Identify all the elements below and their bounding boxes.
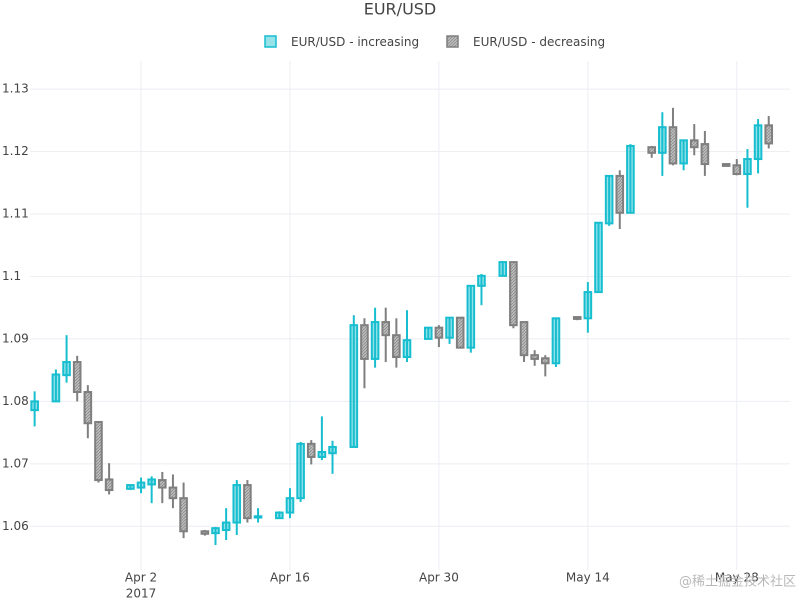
- candle-body: [30, 400, 39, 412]
- watermark: @稀土掘金技术社区: [679, 574, 796, 590]
- candle-body: [551, 317, 561, 365]
- candle-body: [679, 139, 688, 165]
- candle-body: [594, 221, 603, 294]
- candle-body: [583, 291, 593, 320]
- y-tick-label: 1.09: [2, 331, 29, 345]
- labels: 1.06 1.07 1.08 1.09 1.1 1.11 1.12 1.13 Apr 2 2017…: [2, 82, 759, 600]
- candle-body: [168, 486, 178, 500]
- candle-body: [509, 261, 518, 327]
- legend-swatch: [264, 35, 277, 48]
- candle-body: [541, 357, 550, 365]
- candle-body: [423, 326, 433, 340]
- candle-body: [328, 445, 337, 455]
- candle-body: [689, 139, 699, 149]
- candle-body: [83, 391, 93, 425]
- candle-body: [285, 497, 295, 514]
- candle-body: [243, 484, 252, 520]
- candle-body: [700, 143, 710, 166]
- candle-body: [221, 521, 231, 532]
- legend-label: EUR/USD - increasing: [291, 35, 419, 49]
- candle-body: [158, 479, 167, 489]
- y-tick-label: 1.12: [2, 144, 29, 158]
- y-tick-label: 1.1: [2, 269, 21, 283]
- grid: [30, 61, 790, 570]
- candle-body: [753, 124, 763, 161]
- candle-body: [253, 515, 263, 519]
- x-tick-label: May 14: [566, 571, 610, 585]
- candle-body: [615, 174, 625, 214]
- candle-body: [647, 146, 656, 154]
- candle-body: [626, 144, 635, 214]
- candle-body: [349, 324, 359, 448]
- x-year-label: 2017: [126, 587, 157, 600]
- candle-body: [200, 530, 210, 535]
- candle-body: [72, 361, 82, 394]
- candle-body: [211, 527, 220, 535]
- candle-body: [306, 442, 316, 458]
- candle-body: [136, 481, 146, 489]
- candle-body: [743, 158, 752, 176]
- candle-body: [147, 478, 156, 486]
- x-tick-label: Apr 16: [270, 571, 310, 585]
- candle-body: [370, 321, 380, 360]
- candle-body: [668, 126, 678, 165]
- y-tick-label: 1.13: [2, 82, 29, 96]
- x-tick-label: Apr 30: [419, 571, 459, 585]
- candle-body: [658, 126, 667, 154]
- candles: [30, 107, 774, 546]
- candle-body: [126, 484, 135, 490]
- candle-body: [62, 361, 71, 377]
- candle-body: [360, 324, 369, 360]
- candle-body: [732, 164, 742, 176]
- x-tick-label: Apr 2: [125, 571, 157, 585]
- candle-body: [466, 284, 476, 349]
- candle-body: [232, 484, 242, 524]
- candle-body: [392, 334, 401, 359]
- candle-body: [604, 174, 614, 225]
- candle-body: [455, 316, 465, 349]
- candle-body: [477, 274, 486, 287]
- candle-body: [498, 261, 508, 277]
- candle-body: [381, 321, 391, 337]
- candle-body: [721, 163, 731, 167]
- candle-body: [104, 478, 114, 492]
- y-tick-label: 1.11: [2, 207, 29, 221]
- candle-body: [94, 420, 103, 482]
- chart-title: EUR/USD: [364, 0, 437, 19]
- candle-body: [530, 354, 539, 360]
- candle-body: [179, 497, 188, 533]
- candle-body: [572, 316, 582, 320]
- candle-body: [402, 339, 412, 359]
- candle-body: [296, 442, 305, 500]
- legend-swatch: [446, 35, 459, 48]
- candle-body: [445, 316, 454, 339]
- candle-body: [519, 321, 529, 357]
- y-tick-label: 1.07: [2, 456, 29, 470]
- legend-label: EUR/USD - decreasing: [473, 35, 605, 49]
- candle-body: [51, 373, 61, 403]
- y-tick-label: 1.08: [2, 394, 29, 408]
- candle-body: [275, 511, 284, 520]
- candle-body: [434, 326, 444, 339]
- candle-body: [317, 450, 327, 458]
- y-tick-label: 1.06: [2, 519, 29, 533]
- candle-body: [764, 124, 774, 145]
- x-tick-label: May 28: [715, 571, 759, 585]
